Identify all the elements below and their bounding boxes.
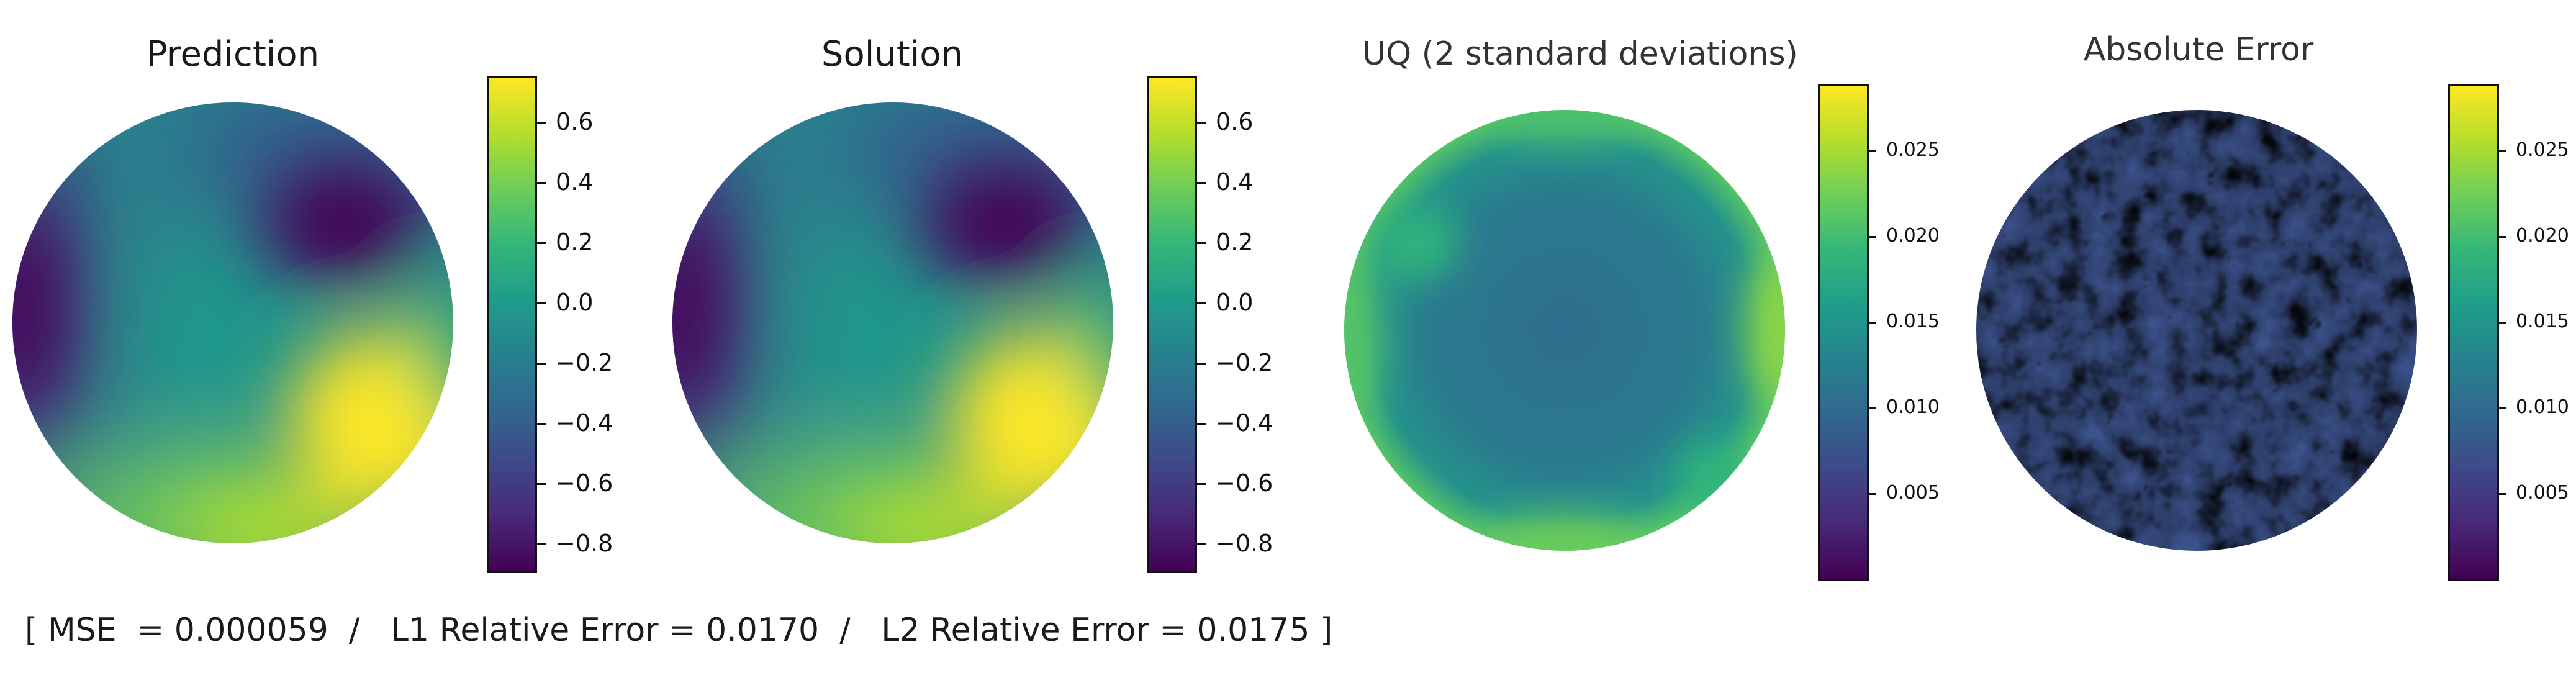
colorbar-tick: −0.2 <box>1196 349 1273 376</box>
colorbar-tick: 0.010 <box>1869 396 1940 418</box>
abs-error-title: Absolute Error <box>2083 31 2314 68</box>
colorbar-tick: 0.015 <box>2498 310 2569 332</box>
colorbar-tick: 0.0 <box>536 289 594 316</box>
colorbar-tick: 0.6 <box>1196 108 1254 135</box>
colorbar-tick: −0.8 <box>1196 530 1273 557</box>
colorbar-tick: 0.015 <box>1869 310 1940 332</box>
prediction-colorbar <box>487 76 537 573</box>
error-metrics-summary: [ MSE = 0.000059 / L1 Relative Error = 0… <box>25 612 1333 649</box>
colorbar-tick: 0.0 <box>1196 289 1254 316</box>
colorbar-tick: 0.2 <box>1196 229 1254 256</box>
colorbar-tick: −0.4 <box>536 409 613 437</box>
abs-error-colorbar <box>2448 84 2499 581</box>
colorbar-tick: 0.020 <box>1869 225 1940 247</box>
colorbar-tick: 0.020 <box>2498 225 2569 247</box>
colorbar-tick: −0.4 <box>1196 409 1273 437</box>
uq-title: UQ (2 standard deviations) <box>1362 35 1798 73</box>
colorbar-tick: 0.005 <box>2498 482 2569 504</box>
solution-title: Solution <box>821 34 964 75</box>
colorbar-tick: 0.4 <box>1196 168 1254 196</box>
colorbar-tick: −0.6 <box>1196 469 1273 497</box>
solution-heatmap <box>672 102 1113 543</box>
uq-colorbar <box>1818 84 1869 581</box>
colorbar-tick: 0.025 <box>1869 139 1940 161</box>
colorbar-tick: 0.025 <box>2498 139 2569 161</box>
colorbar-tick: 0.2 <box>536 229 594 256</box>
uq-heatmap <box>1344 110 1785 551</box>
colorbar-tick: 0.6 <box>536 108 594 135</box>
prediction-title: Prediction <box>146 34 320 75</box>
abs-error-heatmap <box>1976 110 2417 551</box>
prediction-heatmap <box>12 102 453 543</box>
colorbar-tick: −0.2 <box>536 349 613 376</box>
colorbar-tick: 0.010 <box>2498 396 2569 418</box>
colorbar-tick: 0.005 <box>1869 482 1940 504</box>
colorbar-tick: −0.6 <box>536 469 613 497</box>
colorbar-tick: 0.4 <box>536 168 594 196</box>
colorbar-tick: −0.8 <box>536 530 613 557</box>
solution-colorbar <box>1147 76 1197 573</box>
